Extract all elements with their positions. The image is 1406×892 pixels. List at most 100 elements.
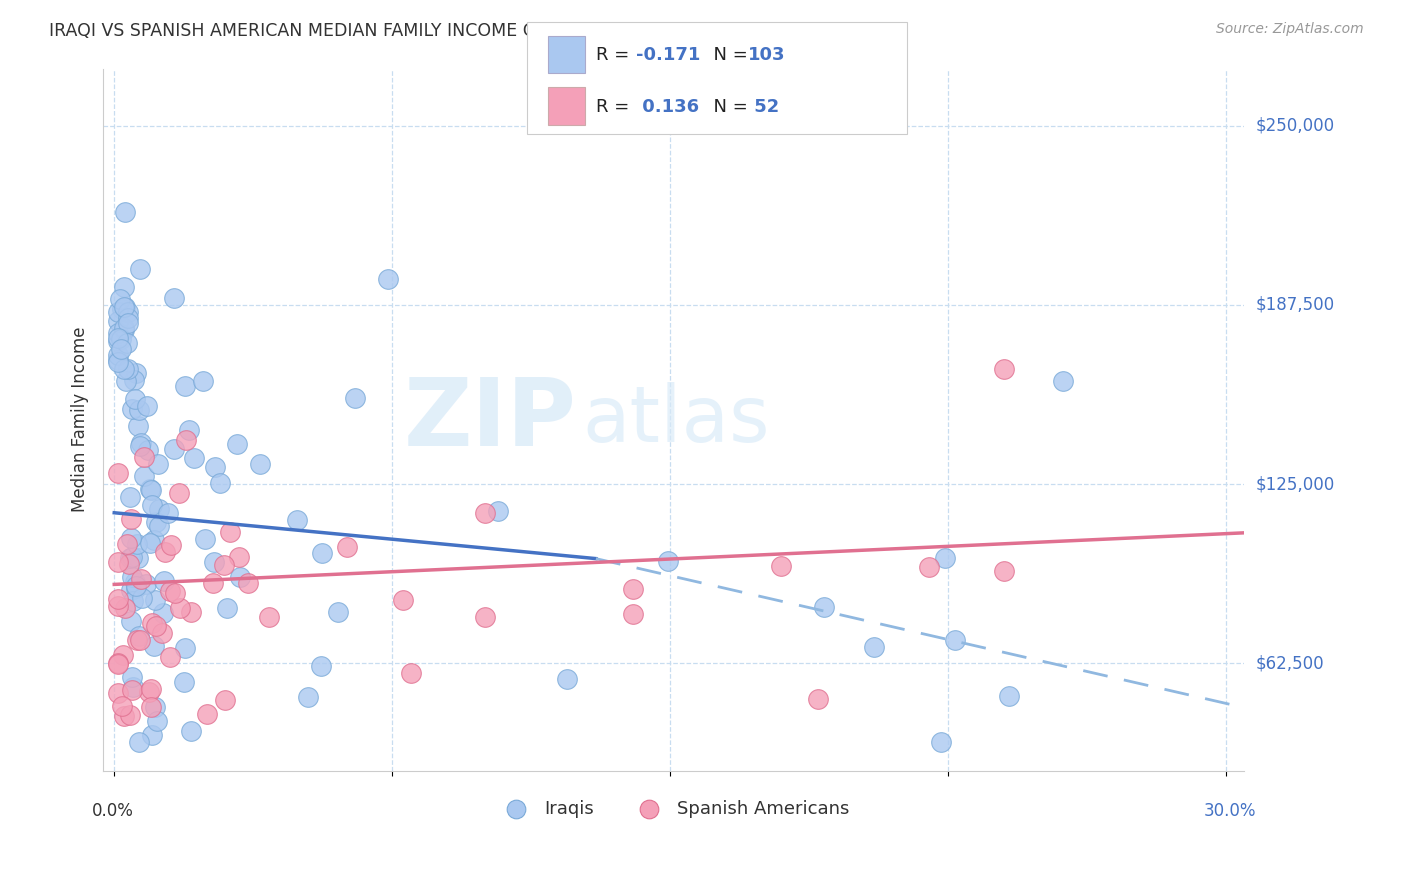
Text: 52: 52 [748, 98, 779, 116]
Point [112, 648, 135, 662]
Point [486, 504, 509, 518]
Point [117, 537, 139, 551]
Point [259, 609, 281, 624]
Point [114, 300, 136, 314]
Point [107, 353, 129, 368]
Point [129, 572, 152, 586]
Point [621, 582, 644, 597]
Text: 0.0%: 0.0% [91, 802, 134, 821]
Point [204, 459, 226, 474]
Point [226, 437, 249, 451]
Point [120, 582, 142, 597]
Point [167, 486, 190, 500]
Point [114, 601, 136, 615]
Text: -0.171: -0.171 [636, 46, 700, 64]
Point [121, 402, 143, 417]
Point [145, 592, 167, 607]
Point [117, 316, 139, 330]
Point [120, 531, 142, 545]
Text: N =: N = [702, 46, 754, 64]
Point [107, 555, 129, 569]
Point [555, 673, 578, 687]
Point [217, 601, 239, 615]
Point [157, 506, 180, 520]
Point [377, 271, 399, 285]
Point [107, 326, 129, 340]
Point [152, 574, 174, 589]
Point [148, 501, 170, 516]
Point [129, 439, 152, 453]
Point [134, 450, 156, 464]
Point [162, 291, 184, 305]
Point [993, 565, 1015, 579]
Point [136, 442, 159, 457]
Point [118, 551, 141, 566]
Text: R =: R = [596, 98, 636, 116]
Point [285, 513, 308, 527]
Text: atlas: atlas [582, 382, 770, 458]
Point [153, 545, 176, 559]
Point [107, 656, 129, 670]
Point [163, 442, 186, 457]
Point [120, 614, 142, 628]
Point [139, 699, 162, 714]
Point [218, 525, 240, 540]
Point [125, 579, 148, 593]
Point [214, 558, 236, 572]
Point [121, 549, 143, 564]
Point [110, 698, 132, 713]
Point [108, 292, 131, 306]
Text: 0.136: 0.136 [636, 98, 699, 116]
Point [174, 641, 197, 656]
Point [229, 570, 252, 584]
Point [107, 334, 129, 348]
Point [228, 549, 250, 564]
Point [160, 539, 183, 553]
Point [1052, 374, 1074, 388]
Text: Source: ZipAtlas.com: Source: ZipAtlas.com [1216, 22, 1364, 37]
Point [117, 362, 139, 376]
Point [174, 379, 197, 393]
Point [122, 372, 145, 386]
Point [152, 606, 174, 620]
Text: IRAQI VS SPANISH AMERICAN MEDIAN FAMILY INCOME CORRELATION CHART: IRAQI VS SPANISH AMERICAN MEDIAN FAMILY … [49, 22, 711, 40]
Point [117, 557, 139, 571]
Point [176, 434, 198, 448]
Point [249, 457, 271, 471]
Point [112, 323, 135, 337]
Point [124, 575, 146, 590]
Point [297, 690, 319, 705]
Point [150, 626, 173, 640]
Point [107, 686, 129, 700]
Point [112, 300, 135, 314]
Text: $62,500: $62,500 [1256, 654, 1324, 673]
Point [344, 391, 367, 405]
Legend: Iraqis, Spanish Americans: Iraqis, Spanish Americans [491, 792, 858, 825]
Point [657, 554, 679, 568]
Point [121, 670, 143, 684]
Point [139, 483, 162, 497]
Point [136, 399, 159, 413]
Point [862, 640, 884, 654]
Point [114, 204, 136, 219]
Point [112, 279, 135, 293]
Point [163, 585, 186, 599]
Point [120, 512, 142, 526]
Point [145, 515, 167, 529]
Point [107, 466, 129, 480]
Point [931, 735, 953, 749]
Point [335, 540, 357, 554]
Point [122, 593, 145, 607]
Point [311, 546, 333, 560]
Point [169, 600, 191, 615]
Point [621, 607, 644, 622]
Point [128, 629, 150, 643]
Point [127, 550, 149, 565]
Point [120, 491, 142, 505]
Point [391, 593, 413, 607]
Point [112, 361, 135, 376]
Point [180, 605, 202, 619]
Point [107, 314, 129, 328]
Point [112, 321, 135, 335]
Point [129, 632, 152, 647]
